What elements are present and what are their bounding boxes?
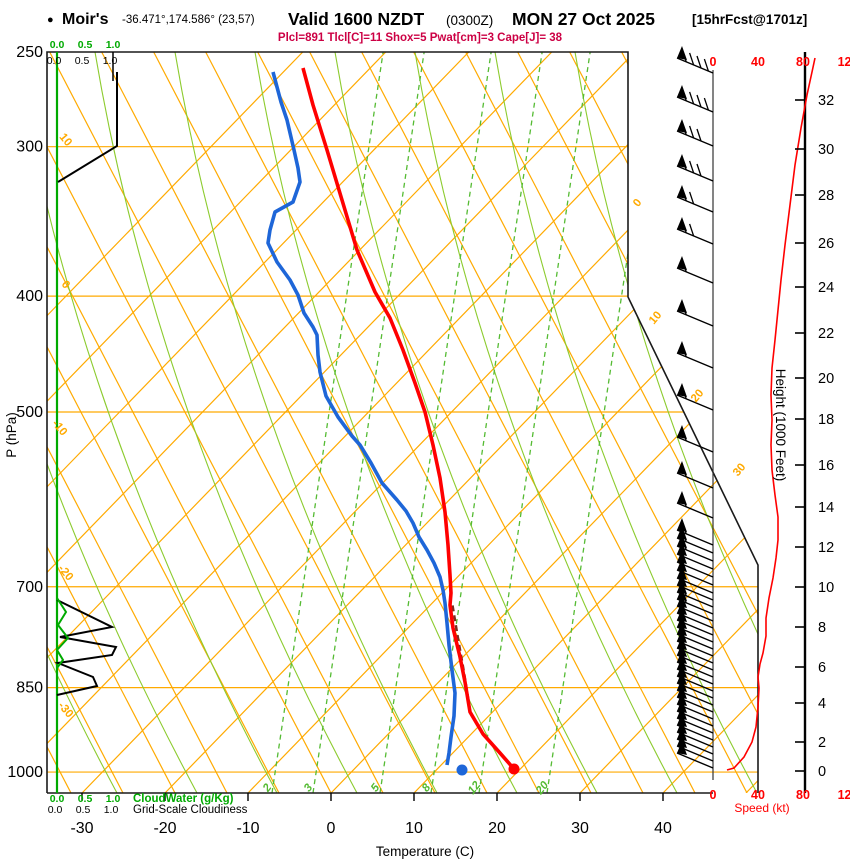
wind-barb bbox=[676, 154, 714, 182]
wind-barb bbox=[676, 85, 714, 113]
temp-tick-label: 0 bbox=[327, 820, 336, 837]
skewt-grid bbox=[47, 52, 758, 793]
isotherm-label-right: 20 bbox=[689, 387, 706, 405]
speed-tick-label-bottom: 80 bbox=[796, 788, 810, 802]
wind-barb bbox=[676, 461, 714, 489]
isotherm-label-right: 10 bbox=[647, 309, 664, 327]
wind-barb bbox=[676, 425, 714, 453]
speed-tick-label-bottom: 40 bbox=[751, 788, 765, 802]
height-tick-label: 30 bbox=[818, 142, 834, 158]
speed-tick-label-top: 120 bbox=[838, 55, 850, 69]
height-tick-label: 24 bbox=[818, 280, 834, 296]
cloudwater-scale-top: 0.5 bbox=[78, 39, 93, 51]
height-tick-label: 8 bbox=[818, 620, 826, 636]
height-tick-label: 2 bbox=[818, 735, 826, 751]
height-tick-label: 28 bbox=[818, 188, 834, 204]
wind-barb bbox=[676, 256, 714, 284]
pressure-tick-label: 500 bbox=[16, 404, 43, 421]
cloudiness-scale-top: 0.0 bbox=[47, 55, 62, 67]
cloud-scale-bottom: 0.0 0.5 1.0 0.0 0.5 1.0 bbox=[48, 793, 121, 816]
temp-tick-label: -10 bbox=[236, 820, 259, 837]
cloudiness-scale-bottom: 0.5 bbox=[76, 804, 91, 816]
cloudwater-scale-top: 1.0 bbox=[106, 39, 121, 51]
height-tick-label: 10 bbox=[818, 580, 834, 596]
cloud-profiles bbox=[54, 72, 118, 696]
cloudiness-scale-top: 1.0 bbox=[103, 55, 118, 67]
speed-tick-label-bottom: 0 bbox=[710, 788, 717, 802]
pressure-tick-label: 400 bbox=[16, 288, 43, 305]
station-coords: -36.471°,174.586° (23,57) bbox=[122, 14, 255, 26]
station-bullet-icon: ● bbox=[47, 14, 54, 26]
valid-date: MON 27 Oct 2025 bbox=[512, 9, 655, 29]
valid-time: Valid 1600 NZDT bbox=[288, 9, 424, 29]
wind-barb bbox=[676, 741, 714, 769]
adiabat-label-left: -10 bbox=[49, 418, 69, 438]
speed-tick-label-top: 80 bbox=[796, 55, 810, 69]
height-tick-label: 12 bbox=[818, 540, 834, 556]
cloudiness-scale-top: 0.5 bbox=[75, 55, 90, 67]
adiabat-label-left: -20 bbox=[55, 563, 75, 583]
plot-frame bbox=[46, 51, 807, 794]
isotherm-label-right: 0 bbox=[631, 197, 644, 210]
temp-tick-label: 10 bbox=[405, 820, 423, 837]
height-tick-label: 32 bbox=[818, 93, 834, 109]
sounding-indices: Plcl=891 Tlcl[C]=11 Shox=5 Pwat[cm]=3 Ca… bbox=[278, 32, 563, 44]
wind-barb bbox=[676, 46, 714, 74]
height-tick-label: 22 bbox=[818, 326, 834, 342]
pressure-tick-label: 1000 bbox=[7, 764, 43, 781]
cloud-scale-top: 0.0 0.5 1.0 0.0 0.5 1.0 bbox=[47, 39, 121, 67]
height-tick-label: 6 bbox=[818, 660, 826, 676]
cloudiness-scale-bottom: 0.0 bbox=[48, 804, 63, 816]
wind-barb bbox=[676, 119, 714, 147]
temp-tick-label: 30 bbox=[571, 820, 589, 837]
height-axis-title: Height (1000 Feet) bbox=[773, 369, 788, 482]
forecast-tag: [15hrFcst@1701z] bbox=[692, 12, 807, 27]
speed-tick-label-bottom: 120 bbox=[838, 788, 850, 802]
speed-tick-label-top: 40 bbox=[751, 55, 765, 69]
height-tick-label: 18 bbox=[818, 412, 834, 428]
wind-barb bbox=[676, 341, 714, 369]
cloudwater-legend: CloudWater (g/Kg) bbox=[133, 793, 234, 805]
pressure-axis-title: P (hPa) bbox=[4, 412, 19, 458]
height-tick-label: 20 bbox=[818, 371, 834, 387]
cloudwater-scale-bottom: 0.0 bbox=[50, 793, 65, 805]
temp-tick-label: -20 bbox=[153, 820, 176, 837]
height-tick-label: 4 bbox=[818, 696, 826, 712]
cloudwater-scale-bottom: 1.0 bbox=[106, 793, 121, 805]
wind-barb bbox=[676, 185, 714, 213]
height-tick-label: 26 bbox=[818, 236, 834, 252]
pressure-tick-label: 850 bbox=[16, 680, 43, 697]
wind-barb-column bbox=[676, 46, 714, 769]
speed-tick-label-top: 0 bbox=[710, 55, 717, 69]
speed-axis-title: Speed (kt) bbox=[734, 801, 789, 815]
wind-barb bbox=[676, 491, 714, 519]
temp-tick-label: 20 bbox=[488, 820, 506, 837]
pressure-tick-label: 300 bbox=[16, 139, 43, 156]
height-tick-label: 14 bbox=[818, 500, 834, 516]
height-tick-label: 0 bbox=[818, 764, 826, 780]
pressure-tick-label: 250 bbox=[16, 44, 43, 61]
wind-barb bbox=[676, 383, 714, 411]
cloudwater-scale-top: 0.0 bbox=[50, 39, 65, 51]
wind-barb bbox=[676, 217, 714, 245]
cloudwater-scale-bottom: 0.5 bbox=[78, 793, 93, 805]
sounding-curves bbox=[266, 57, 816, 776]
isotherm-label-right: 30 bbox=[731, 461, 748, 479]
wind-barb bbox=[676, 299, 714, 327]
station-name: Moir's bbox=[62, 11, 109, 28]
temperature-axis-title: Temperature (C) bbox=[376, 844, 474, 859]
cloudiness-legend: Grid-Scale Cloudiness bbox=[133, 804, 248, 816]
temp-tick-label: 40 bbox=[654, 820, 672, 837]
temp-tick-label: -30 bbox=[70, 820, 93, 837]
pressure-tick-label: 700 bbox=[16, 579, 43, 596]
cloudiness-scale-bottom: 1.0 bbox=[104, 804, 119, 816]
adiabat-label-left: 0 bbox=[59, 279, 72, 292]
height-tick-label: 16 bbox=[818, 458, 834, 474]
valid-zulu: (0300Z) bbox=[446, 13, 493, 28]
